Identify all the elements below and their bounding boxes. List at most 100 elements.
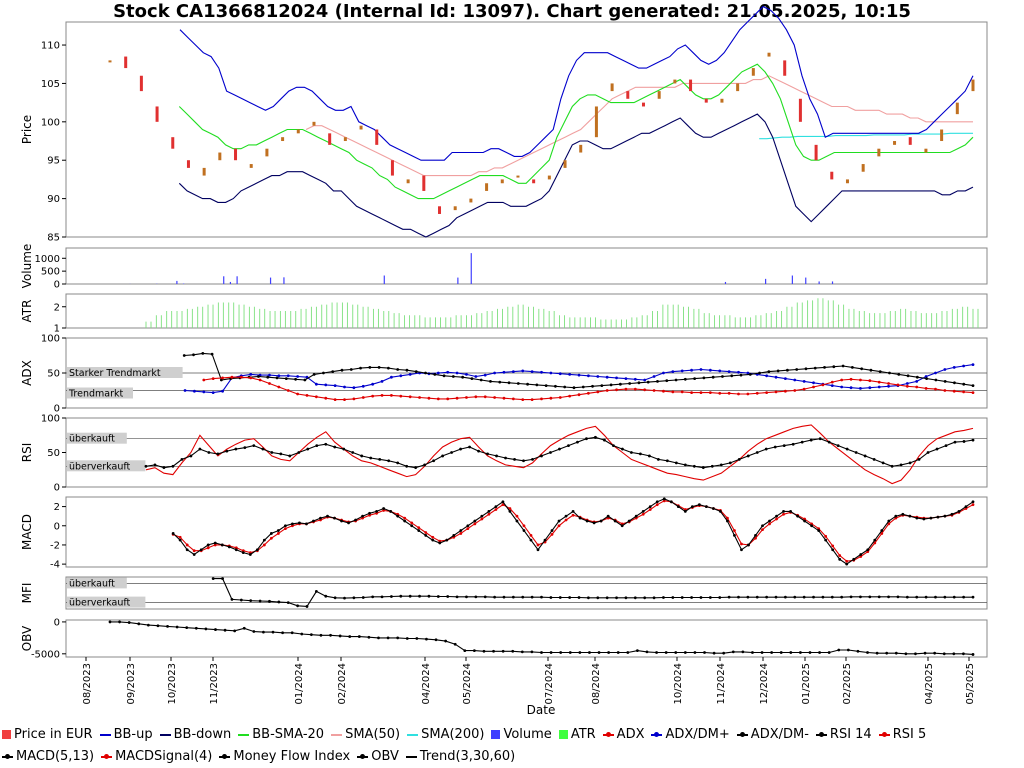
obv-line-point <box>894 651 898 655</box>
mfi-line-point <box>793 595 797 599</box>
rsi14-line-point <box>540 454 543 458</box>
obv-line-point <box>252 630 256 633</box>
price-candle <box>186 160 190 168</box>
mfi-line-point <box>258 599 262 603</box>
panel-frame <box>65 247 988 285</box>
y-tick-label: 500 <box>41 267 60 278</box>
dm-plus-line-point <box>549 371 553 375</box>
rsi14-line-point <box>674 461 678 465</box>
rsi14-line-point <box>171 464 175 468</box>
adx-line-point <box>812 385 815 389</box>
dm-plus-line-point <box>859 387 862 390</box>
macd-signal-line-point <box>431 535 435 539</box>
obv-line-point <box>731 650 735 654</box>
macd-line-point <box>508 509 512 513</box>
dm-plus-line-point <box>361 384 365 388</box>
legend-item: ATR <box>558 724 596 746</box>
macd-signal-line-point <box>775 517 778 521</box>
legend-swatch <box>491 730 501 739</box>
mfi-line-point <box>465 595 468 599</box>
y-tick-label: 100 <box>41 334 60 345</box>
adx-line-point <box>746 392 750 396</box>
mfi-line-point <box>943 595 947 599</box>
dm-minus-line-point <box>878 370 882 373</box>
dm-minus-line-point <box>656 380 659 383</box>
adx-line-point <box>877 380 881 384</box>
obv-line-point <box>942 652 946 656</box>
obv-line-point <box>405 637 409 640</box>
y-axis-label: OBV <box>20 625 34 651</box>
sma50-line <box>305 75 973 177</box>
rsi14-line-point <box>225 449 229 453</box>
macd-line-point <box>704 505 708 508</box>
x-tick-label: 01/2024 <box>294 663 305 705</box>
legend-item: MACDSignal(4) <box>101 746 212 768</box>
macd-signal-line-point <box>683 508 687 511</box>
price-candle <box>422 175 426 191</box>
dm-plus-line-point <box>333 384 337 387</box>
dm-minus-line-point <box>349 368 353 371</box>
macd-signal-line-point <box>536 543 540 547</box>
legend-label: ADX/DM- <box>750 727 809 742</box>
legend-swatch <box>878 731 890 737</box>
price-candle <box>516 175 520 178</box>
rsi14-line-point <box>396 461 400 465</box>
macd-signal-line-point <box>859 555 863 558</box>
obv-line-point <box>683 651 687 654</box>
macd-line-point <box>873 538 877 542</box>
mfi-line-point <box>718 596 722 599</box>
dm-minus-line-point <box>535 383 539 387</box>
mfi-line-point <box>596 596 600 600</box>
dm-plus-line-point <box>877 385 881 389</box>
obv-line-point <box>856 649 860 653</box>
legend-label: Price in EUR <box>14 727 93 742</box>
obv-line-point <box>770 651 774 654</box>
adx-line-point <box>727 391 731 395</box>
dm-plus-line-point <box>408 373 412 376</box>
dm-plus-line-point <box>587 374 590 378</box>
mfi-line-point <box>802 595 806 599</box>
legend-label: Volume <box>503 727 552 742</box>
adx-line-point <box>305 394 309 397</box>
dm-minus-line-point <box>507 381 511 385</box>
rsi14-line-point <box>701 466 705 470</box>
y-axis-label: ADX <box>20 360 34 386</box>
rsi14-line-point <box>477 449 480 453</box>
macd-line-point <box>199 548 203 552</box>
obv-line-point <box>674 651 678 654</box>
obv-line-point <box>703 651 706 654</box>
obv-line-point <box>655 651 658 654</box>
legend-label: RSI 14 <box>829 727 872 742</box>
adx-line-point <box>587 391 590 395</box>
price-candle <box>767 52 771 57</box>
macd-line-point <box>606 514 610 518</box>
dm-minus-line-point <box>748 373 752 376</box>
obv-line-point <box>645 650 649 654</box>
dm-plus-line-point <box>746 371 750 375</box>
macd-signal-line-point <box>192 549 196 553</box>
price-candle <box>139 75 143 92</box>
adx-line-point <box>793 389 797 392</box>
macd-signal-line-point <box>831 544 835 548</box>
obv-line-point <box>971 653 975 656</box>
macd-signal-line-point <box>754 536 757 540</box>
dm-minus-line-point <box>813 366 817 370</box>
dm-minus-line-point <box>201 352 205 355</box>
rsi14-line-point <box>926 451 930 454</box>
mfi-line-point <box>737 595 740 599</box>
obv-line-point <box>415 637 419 640</box>
obv-line-point <box>568 651 572 654</box>
chart-legend: Price in EUR BB-up BB-down BB-SMA-20 SMA(50)… <box>2 724 1022 768</box>
macd-signal-line-point <box>361 516 364 520</box>
macd-line-point <box>761 524 764 528</box>
x-tick-label: 04/2024 <box>421 663 432 705</box>
dm-minus-line-point <box>591 384 594 388</box>
macd-line-point <box>824 538 828 542</box>
macd-line-point <box>466 524 470 528</box>
x-axis: 08/2023 09/2023 10/2023 11/2023 01/2024 02/20… <box>82 657 976 717</box>
y-tick-label: 0 <box>54 617 60 628</box>
dm-minus-line-point <box>294 377 297 381</box>
dm-plus-line-point <box>314 382 318 386</box>
chart-title: Stock CA1366812024 (Internal Id: 13097).… <box>113 1 911 22</box>
